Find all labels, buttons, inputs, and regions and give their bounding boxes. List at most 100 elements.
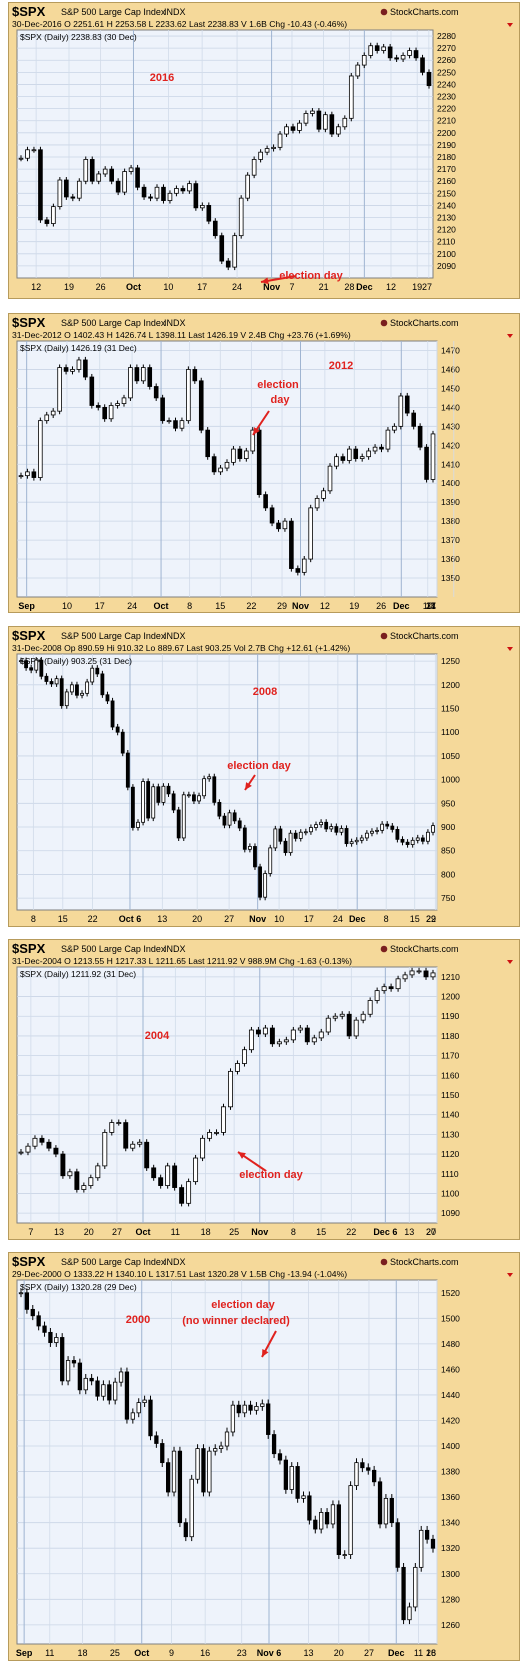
candle — [248, 1029, 254, 1051]
candle — [115, 180, 121, 193]
candle — [193, 1157, 199, 1183]
index-name: S&P 500 Large Cap Index — [61, 1257, 166, 1267]
candle — [255, 1029, 261, 1035]
candle — [120, 731, 125, 754]
brand-label: StockCharts.com — [390, 318, 459, 328]
arrow-head-icon — [262, 1349, 269, 1357]
candle — [205, 429, 210, 458]
candle — [46, 1141, 52, 1149]
x-tick-label: 27 — [112, 1227, 122, 1237]
candle — [359, 837, 364, 841]
candle — [207, 776, 212, 780]
candle — [264, 148, 270, 153]
x-tick-label: 11 — [45, 1648, 54, 1658]
y-tick-label: 1340 — [441, 1518, 460, 1528]
y-tick-label: 1170 — [441, 1051, 460, 1061]
candle — [153, 386, 159, 399]
candle — [303, 831, 308, 834]
candle — [221, 1106, 226, 1133]
candle — [148, 196, 153, 199]
candle — [319, 1512, 324, 1530]
candle — [349, 841, 354, 845]
y-tick-label: 1380 — [441, 516, 460, 526]
x-tick-label: 17 — [304, 914, 314, 924]
candle — [64, 691, 69, 707]
candle — [60, 1337, 65, 1382]
candle — [187, 183, 192, 192]
candle — [70, 369, 75, 372]
brand-label: StockCharts.com — [390, 7, 459, 17]
y-tick-label: 1140 — [441, 1110, 460, 1120]
change-marker-icon — [507, 23, 513, 27]
candle — [31, 471, 37, 478]
x-tick-label: Oct 6 — [119, 914, 142, 924]
candle — [25, 149, 30, 159]
y-tick-label: 1440 — [441, 402, 460, 412]
candle — [407, 50, 412, 56]
x-tick-label: Oct — [154, 601, 169, 611]
candle — [161, 186, 166, 201]
x-tick-label: Sep — [16, 1648, 33, 1658]
candle — [336, 1504, 341, 1555]
candle — [324, 1512, 330, 1525]
candle — [130, 1143, 136, 1149]
candle — [395, 1522, 400, 1568]
candle — [277, 133, 283, 148]
candle — [160, 1443, 165, 1464]
candle — [113, 1381, 118, 1401]
exchange-label: INDX — [164, 631, 186, 641]
candle — [76, 180, 82, 199]
y-tick-label: 1300 — [441, 1569, 460, 1579]
candle — [334, 826, 339, 833]
candle — [207, 1450, 212, 1493]
plot-area — [16, 29, 434, 279]
candle — [266, 1403, 271, 1435]
candle — [394, 57, 399, 60]
candle — [380, 823, 385, 831]
candle — [314, 824, 318, 828]
candle — [237, 448, 243, 459]
year-label: 2012 — [329, 360, 353, 372]
year-label: 2000 — [126, 1314, 150, 1326]
candle — [311, 1037, 317, 1043]
y-tick-label: 1090 — [441, 1208, 460, 1218]
candle — [144, 1141, 150, 1169]
candle — [89, 159, 95, 182]
candle — [156, 786, 161, 803]
x-tick-label: 26 — [426, 1648, 436, 1658]
y-tick-label: 1130 — [441, 1129, 460, 1139]
candle — [411, 412, 416, 427]
candle — [263, 494, 268, 509]
candle — [167, 192, 173, 201]
y-tick-label: 1520 — [441, 1288, 460, 1298]
candle — [34, 659, 39, 671]
candle — [273, 828, 278, 849]
y-tick-label: 1370 — [441, 535, 460, 545]
change-marker-icon — [507, 334, 513, 338]
candle — [100, 673, 105, 696]
candle — [289, 1466, 294, 1490]
y-tick-label: 1450 — [441, 383, 460, 393]
series-legend: $SPX (Daily) 1320.28 (29 Dec) — [20, 1282, 137, 1292]
x-tick-label: 8 — [187, 601, 192, 611]
candle — [141, 781, 145, 823]
candle — [342, 117, 348, 128]
y-tick-label: 1360 — [441, 1492, 460, 1502]
stockcharts-logo-icon — [380, 1258, 388, 1266]
candle — [346, 1013, 352, 1037]
candle — [308, 507, 313, 560]
election-day-annotation: election day — [279, 270, 343, 282]
candle — [174, 188, 179, 194]
candle — [228, 1070, 233, 1108]
candle — [431, 825, 435, 833]
candle — [303, 113, 309, 124]
y-tick-label: 1460 — [441, 1364, 460, 1374]
candle — [81, 1185, 87, 1190]
candle — [390, 825, 395, 830]
candle — [413, 1566, 418, 1608]
candle — [179, 1187, 185, 1204]
candle — [295, 568, 301, 573]
candle — [177, 1450, 183, 1524]
